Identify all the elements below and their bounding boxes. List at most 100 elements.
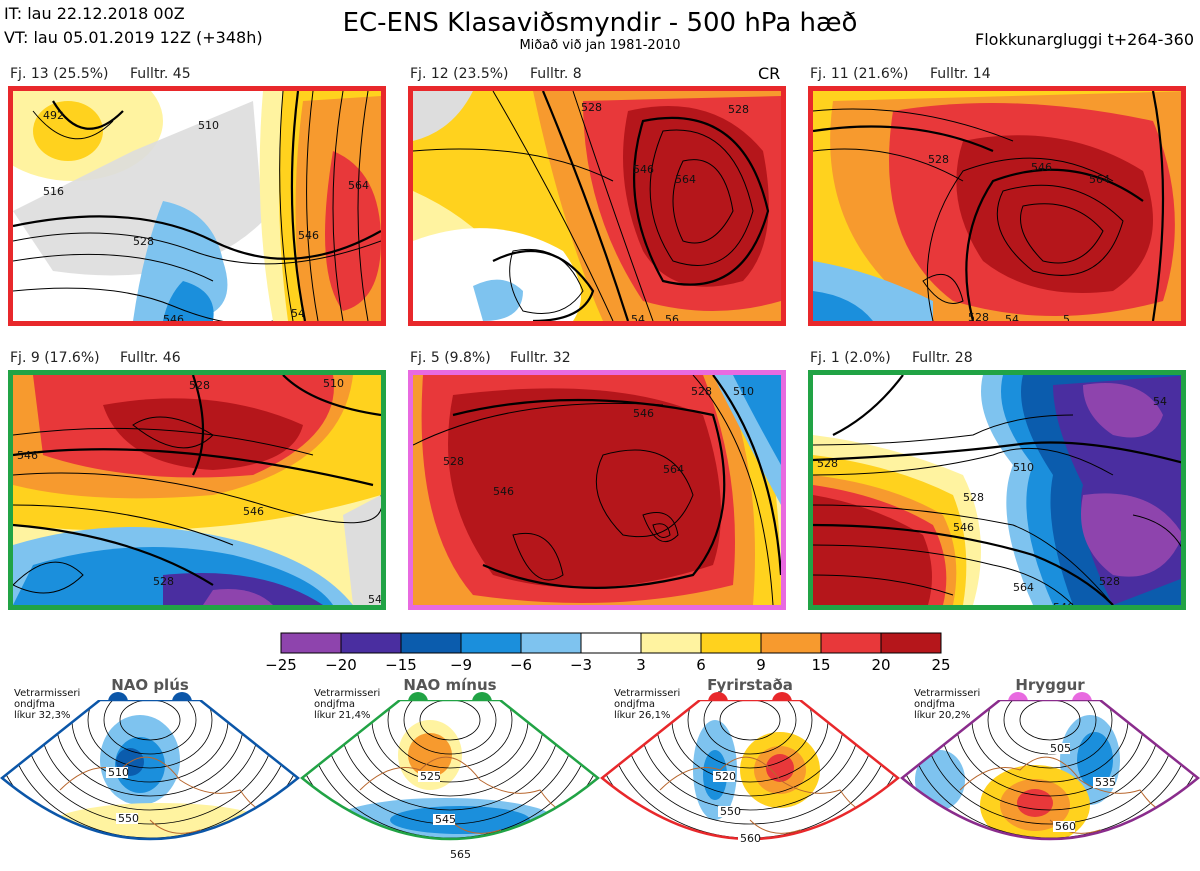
contour-label: 528	[1099, 575, 1120, 588]
cluster-map-12[interactable]: 528 528 546 564 528 54 56	[408, 86, 786, 326]
colorbar-tick: 20	[871, 656, 891, 674]
contour-label: 528	[691, 385, 712, 398]
regime-note-line: Vetrarmisseri	[614, 688, 681, 699]
contour-label: 54	[631, 313, 645, 321]
contour-label: 546	[1053, 601, 1074, 605]
contour-label: 54	[291, 307, 305, 320]
colorbar-tick: −6	[509, 656, 533, 674]
colorbar-tick: −9	[449, 656, 473, 674]
regime-note: Vetrarmisseri ondjfma líkur 26,1%	[614, 688, 680, 721]
panel-2-label: Fj. 12 (23.5%)	[410, 66, 509, 82]
colorbar-swatch	[460, 632, 522, 654]
colorbar-swatch	[880, 632, 942, 654]
regime-contour-label: 535	[1095, 776, 1116, 789]
regime-contour-label: 565	[450, 848, 471, 861]
contour-label: 528	[581, 101, 602, 114]
regime-name: Hryggur	[1015, 676, 1085, 694]
regime-contour-label: 510	[108, 766, 129, 779]
regime-note-line: líkur 21,4%	[314, 710, 371, 721]
contour-label: 528	[728, 103, 749, 116]
regime-note-line: ondjfma	[314, 699, 355, 710]
regime-name: NAO mínus	[403, 676, 497, 694]
colorbar-tick: 25	[931, 656, 951, 674]
anomaly-map: 528 546 564 546 528 510	[413, 375, 781, 605]
regime-note: Vetrarmisseri ondjfma líkur 20,2%	[914, 688, 980, 721]
contour-label: 528	[133, 235, 154, 248]
contour-label: 546	[633, 407, 654, 420]
regime-note: Vetrarmisseri ondjfma líkur 32,3%	[14, 688, 80, 721]
colorbar-swatch	[520, 632, 582, 654]
colorbar-swatch	[580, 632, 642, 654]
regime-map: 520 550 560	[600, 700, 900, 845]
colorbar-tick: −3	[569, 656, 593, 674]
regime-note-line: líkur 32,3%	[14, 710, 71, 721]
panel-6-label: Fj. 1 (2.0%)	[810, 350, 891, 366]
cluster-map-1[interactable]: 528 510 528 546 564 528 546 54	[808, 370, 1186, 610]
panel-3-label: Fj. 11 (21.6%)	[810, 66, 909, 82]
colorbar-tick: 15	[811, 656, 831, 674]
panel-5-label: Fj. 5 (9.8%)	[410, 350, 491, 366]
colorbar-tick: 3	[636, 656, 646, 674]
regime-note-line: Vetrarmisseri	[14, 688, 81, 699]
contour-label: 564	[663, 463, 684, 476]
contour-label: 528	[189, 379, 210, 392]
contour-label: 564	[675, 173, 696, 186]
contour-label: 528	[963, 491, 984, 504]
colorbar-swatch	[400, 632, 462, 654]
colorbar	[280, 632, 942, 654]
anomaly-map: 546 528 510 546 528 54	[13, 375, 381, 605]
regime-contour-label: 525	[420, 770, 441, 783]
contour-label: 564	[1089, 173, 1110, 186]
contour-label: 546	[163, 313, 184, 321]
contour-label: 564	[348, 179, 369, 192]
anomaly-map: 528 528 546 564 528 54 56	[413, 91, 781, 321]
page-title: EC-ENS Klasaviðsmyndir - 500 hPa hæð	[342, 8, 858, 38]
contour-label: 56	[665, 313, 679, 321]
contour-label: 54	[1153, 395, 1167, 408]
anomaly-map: 492 510 516 528 546 546 564 54	[13, 91, 381, 321]
contour-label: 510	[198, 119, 219, 132]
regime-contour-label: 545	[435, 813, 456, 826]
anomaly-map: 528 546 564 528 54 5	[813, 91, 1181, 321]
contour-label: 546	[17, 449, 38, 462]
panel-2-members: Fulltr. 8	[530, 66, 582, 82]
contour-label: 528	[443, 455, 464, 468]
regime-note-line: Vetrarmisseri	[314, 688, 381, 699]
colorbar-tick: 6	[696, 656, 706, 674]
regime-contour-label: 550	[118, 812, 139, 825]
regime-map: 510 550	[0, 700, 300, 841]
panel-1-label: Fj. 13 (25.5%)	[10, 66, 109, 82]
regime-note-line: ondjfma	[614, 699, 655, 710]
regime-map: 505 535 560	[900, 700, 1200, 841]
panel-3-members: Fulltr. 14	[930, 66, 991, 82]
cluster-map-5[interactable]: 528 546 564 546 528 510	[408, 370, 786, 610]
panel-4-members: Fulltr. 46	[120, 350, 181, 366]
colorbar-tick: −20	[325, 656, 357, 674]
panel-2-tag: CR	[758, 64, 781, 83]
contour-label: 528	[817, 457, 838, 470]
contour-label: 54	[368, 593, 381, 605]
contour-label: 54	[1005, 313, 1019, 321]
contour-label: 546	[298, 229, 319, 242]
cluster-window: Flokkunargluggi t+264-360	[975, 30, 1194, 49]
regime-contour-label: 505	[1050, 742, 1071, 755]
contour-label: 546	[633, 163, 654, 176]
contour-label: 528	[968, 311, 989, 321]
regime-note-line: líkur 26,1%	[614, 710, 671, 721]
regime-note-line: ondjfma	[14, 699, 55, 710]
panel-5-members: Fulltr. 32	[510, 350, 571, 366]
regime-map: 525 545 565	[300, 700, 600, 861]
contour-label: 546	[493, 485, 514, 498]
cluster-map-9[interactable]: 546 528 510 546 528 54	[8, 370, 386, 610]
colorbar-tick: −15	[385, 656, 417, 674]
colorbar-swatch	[760, 632, 822, 654]
panel-4-label: Fj. 9 (17.6%)	[10, 350, 100, 366]
page-subtitle: Miðað við jan 1981-2010	[519, 38, 681, 53]
colorbar-swatch	[820, 632, 882, 654]
cluster-map-13[interactable]: 492 510 516 528 546 546 564 54	[8, 86, 386, 326]
cluster-map-11[interactable]: 528 546 564 528 54 5	[808, 86, 1186, 326]
colorbar-tick: −25	[265, 656, 297, 674]
regime-contour-label: 520	[715, 770, 736, 783]
regime-name: Fyrirstaða	[707, 676, 793, 694]
contour-label: 510	[323, 377, 344, 390]
